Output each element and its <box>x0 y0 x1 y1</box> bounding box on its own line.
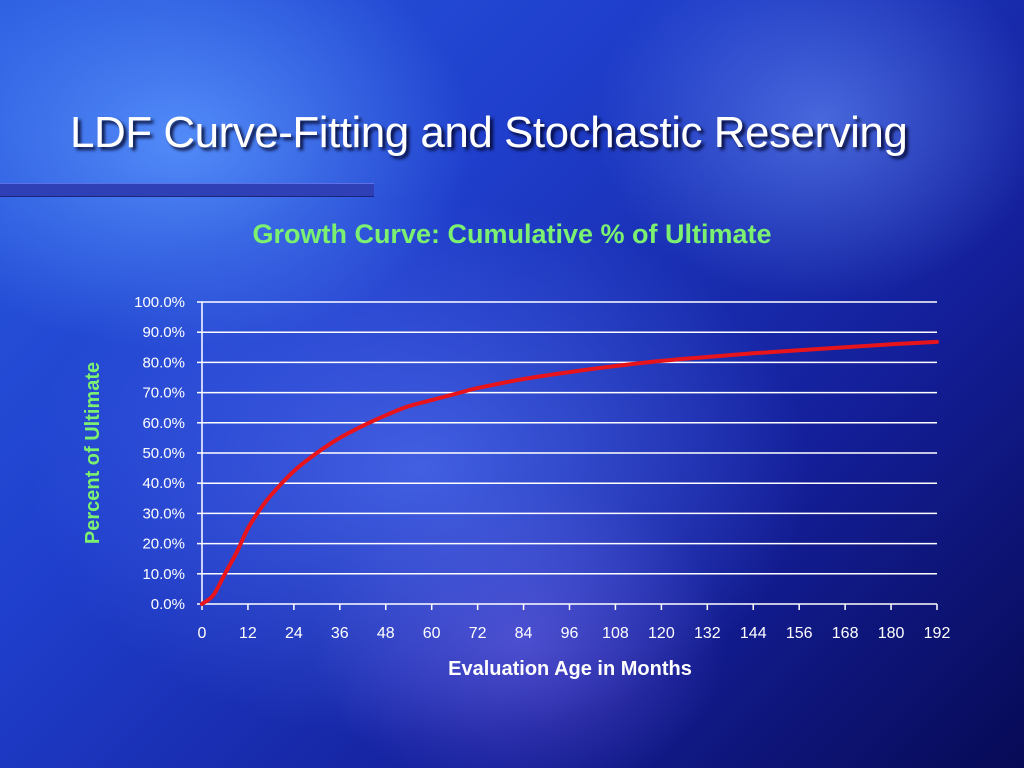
x-tick-label: 108 <box>602 625 629 642</box>
y-tick-label: 90.0% <box>142 324 185 341</box>
x-tick-label: 48 <box>377 625 395 642</box>
y-tick-label: 0.0% <box>151 596 185 613</box>
title-underline-bar <box>0 183 374 197</box>
chart-title: Growth Curve: Cumulative % of Ultimate <box>252 219 771 249</box>
series-line-growth-curve <box>200 339 939 606</box>
x-tick-label: 0 <box>198 625 207 642</box>
x-tick-label: 24 <box>285 625 303 642</box>
gridlines <box>202 301 937 575</box>
x-tick-label: 72 <box>469 625 487 642</box>
y-tick-label: 80.0% <box>142 354 185 371</box>
y-tick-label: 60.0% <box>142 415 185 432</box>
x-tick-label: 84 <box>515 625 533 642</box>
x-tick-label: 36 <box>331 625 349 642</box>
x-tick-label: 12 <box>239 625 257 642</box>
x-tick-label: 192 <box>924 625 951 642</box>
y-tick-label: 70.0% <box>142 385 185 402</box>
x-tick-label: 180 <box>878 625 905 642</box>
x-tick-label: 132 <box>694 625 721 642</box>
slide-title: LDF Curve-Fitting and Stochastic Reservi… <box>70 108 908 157</box>
y-tick-label: 50.0% <box>142 445 185 462</box>
x-axis-label: Evaluation Age in Months <box>448 658 692 680</box>
x-tick-label: 156 <box>786 625 813 642</box>
y-tick-label: 10.0% <box>142 566 185 583</box>
tick-labels: 0.0% 10.0% 20.0% 30.0% 40.0% 50.0% 60.0% 70.0% 8… <box>134 294 950 642</box>
y-tick-label: 100.0% <box>134 294 185 311</box>
y-tick-label: 20.0% <box>142 536 185 553</box>
axes <box>197 301 938 610</box>
x-tick-label: 144 <box>740 625 767 642</box>
y-tick-label: 40.0% <box>142 475 185 492</box>
x-tick-label: 60 <box>423 625 441 642</box>
series-layer <box>200 339 939 606</box>
x-tick-label: 168 <box>832 625 859 642</box>
y-tick-label: 30.0% <box>142 505 185 522</box>
x-tick-label: 96 <box>561 625 579 642</box>
x-tick-label: 120 <box>648 625 675 642</box>
y-axis-label: Percent of Ultimate <box>82 362 104 544</box>
